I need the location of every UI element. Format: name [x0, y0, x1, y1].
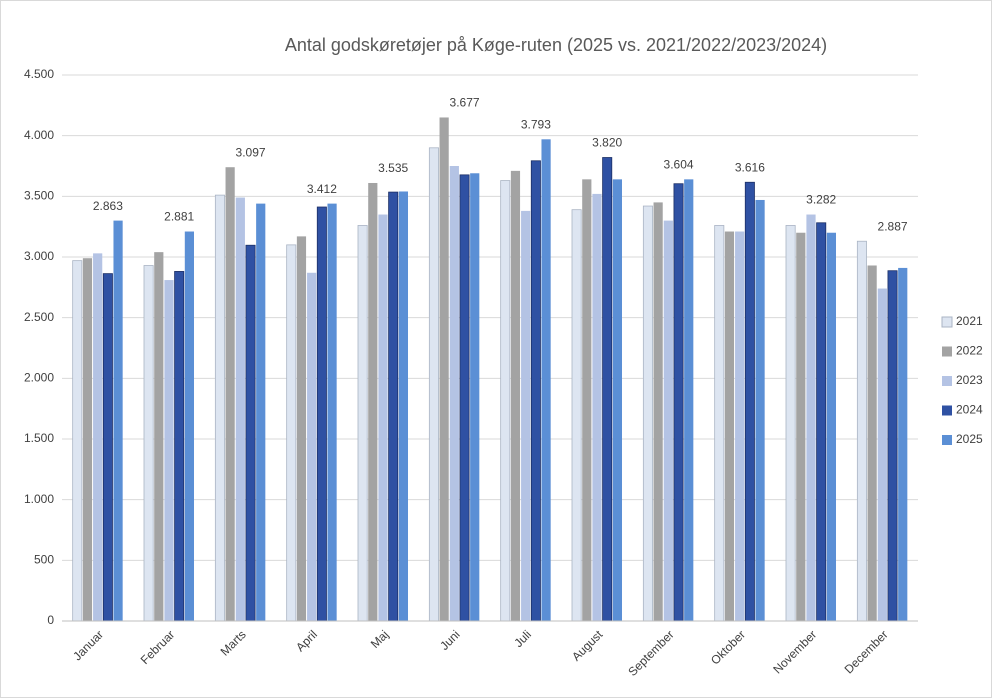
- bar: [113, 220, 123, 621]
- legend-label: 2023: [956, 373, 983, 387]
- bar: [826, 232, 836, 621]
- y-tick-label: 4.500: [24, 67, 54, 81]
- bar: [663, 220, 673, 621]
- chart-title: Antal godskøretøjer på Køge-ruten (2025 …: [285, 35, 827, 55]
- bar: [225, 167, 235, 622]
- legend-label: 2025: [956, 432, 983, 446]
- bar: [357, 225, 368, 622]
- bar: [102, 273, 113, 622]
- bar: [684, 179, 694, 621]
- data-label: 3.604: [664, 158, 694, 172]
- bar: [82, 258, 93, 621]
- bar: [735, 231, 745, 621]
- bar: [449, 166, 459, 621]
- legend-label: 2024: [956, 403, 983, 417]
- data-label: 3.282: [806, 193, 836, 207]
- data-label: 3.616: [735, 160, 765, 174]
- bar: [582, 179, 592, 621]
- bar: [612, 179, 622, 621]
- bar: [296, 236, 307, 621]
- y-tick-label: 1.500: [24, 431, 54, 445]
- bar: [744, 181, 755, 622]
- bar: [327, 203, 337, 621]
- bar: [510, 170, 521, 621]
- bar: [755, 199, 765, 621]
- bar: [592, 193, 602, 621]
- bar: [500, 180, 511, 622]
- bar: [673, 183, 684, 622]
- data-label: 2.863: [93, 199, 123, 213]
- bar: [214, 194, 225, 622]
- bar: [245, 244, 256, 622]
- bar: [887, 270, 898, 622]
- y-tick-label: 4.000: [24, 128, 54, 142]
- legend-swatch: [942, 435, 952, 445]
- bar: [72, 260, 83, 622]
- data-label: 3.097: [236, 145, 266, 159]
- bar: [816, 222, 827, 622]
- bar: [388, 191, 399, 622]
- bar: [93, 253, 103, 622]
- bar: [785, 225, 796, 622]
- y-tick-label: 3.000: [24, 249, 54, 263]
- legend-swatch: [942, 405, 952, 416]
- bar: [154, 252, 164, 621]
- data-label: 3.535: [378, 161, 408, 175]
- data-label: 2.881: [164, 210, 194, 224]
- bar: [459, 174, 470, 622]
- bar: [806, 214, 816, 622]
- bar: [653, 202, 663, 621]
- y-tick-label: 2.500: [24, 310, 54, 324]
- bar: [286, 244, 297, 622]
- bar: [724, 231, 735, 621]
- bar: [642, 205, 653, 622]
- data-label: 3.677: [450, 96, 480, 110]
- bar: [714, 225, 725, 622]
- y-tick-label: 3.500: [24, 189, 54, 203]
- bar: [378, 214, 388, 622]
- legend-swatch: [942, 376, 952, 386]
- bar: [428, 147, 439, 622]
- legend-swatch: [941, 316, 953, 328]
- bar: [796, 232, 806, 621]
- bar: [307, 272, 317, 621]
- y-tick-label: 1.000: [24, 492, 54, 506]
- data-label: 3.820: [592, 136, 622, 150]
- y-tick-label: 500: [34, 553, 54, 567]
- bar: [439, 117, 449, 621]
- bar: [256, 203, 266, 621]
- y-tick-label: 0: [47, 613, 54, 627]
- legend-swatch: [942, 346, 952, 357]
- bar: [867, 265, 877, 621]
- bar: [368, 182, 378, 621]
- bar: [856, 240, 867, 622]
- bar: [521, 210, 531, 622]
- y-tick-label: 2.000: [24, 371, 54, 385]
- bar: [143, 265, 154, 622]
- bar: [602, 157, 613, 622]
- bar: [174, 271, 185, 622]
- bar: [530, 160, 541, 622]
- data-label: 3.412: [307, 182, 337, 196]
- bar: [877, 288, 887, 621]
- data-label: 2.887: [878, 219, 908, 233]
- bar: [541, 139, 551, 621]
- bar: [398, 191, 408, 622]
- bar: [898, 267, 908, 621]
- legend-label: 2022: [956, 344, 983, 358]
- bar: [235, 197, 245, 621]
- bar: [316, 206, 327, 622]
- bar: [184, 231, 194, 621]
- bar: [164, 280, 174, 621]
- bar: [470, 173, 480, 621]
- data-label: 3.793: [521, 117, 551, 131]
- legend-label: 2021: [956, 314, 983, 328]
- bar: [571, 209, 582, 622]
